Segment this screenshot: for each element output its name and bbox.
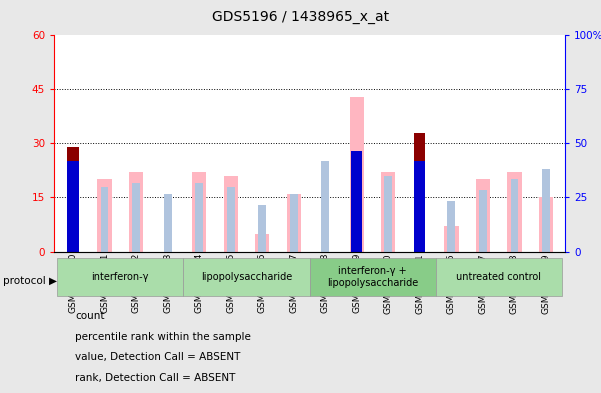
Bar [436,258,562,296]
Text: rank, Detection Call = ABSENT: rank, Detection Call = ABSENT [75,373,236,383]
Text: count: count [75,311,105,321]
Bar [227,187,234,252]
Bar [448,201,456,252]
Bar [414,132,426,252]
Text: GDS5196 / 1438965_x_at: GDS5196 / 1438965_x_at [212,10,389,24]
Bar [290,194,297,252]
Bar [192,172,206,252]
Bar [255,233,269,252]
Bar [507,172,522,252]
Bar [542,169,550,252]
Bar [350,97,364,252]
Bar [67,147,79,252]
Bar [414,162,426,252]
Bar [195,183,203,252]
Bar [476,180,490,252]
Bar [310,258,436,296]
Bar [163,194,171,252]
Text: interferon-γ +
lipopolysaccharide: interferon-γ + lipopolysaccharide [327,266,418,288]
Bar [129,172,143,252]
Bar [100,187,109,252]
Bar [183,258,310,296]
Bar [322,162,329,252]
Bar [444,226,459,252]
Bar [224,176,238,252]
Text: lipopolysaccharide: lipopolysaccharide [201,272,292,282]
Bar [287,194,301,252]
Bar [57,258,183,296]
Bar [381,172,395,252]
Bar [479,190,487,252]
Text: value, Detection Call = ABSENT: value, Detection Call = ABSENT [75,352,240,362]
Text: percentile rank within the sample: percentile rank within the sample [75,332,251,342]
Bar [258,205,266,252]
Bar [132,183,140,252]
Bar [385,176,392,252]
Bar [510,180,519,252]
Text: untreated control: untreated control [456,272,542,282]
Text: protocol ▶: protocol ▶ [3,276,57,286]
Text: interferon-γ: interferon-γ [91,272,149,282]
Bar [539,197,553,252]
Bar [97,180,112,252]
Bar [352,151,362,252]
Bar [67,162,79,252]
